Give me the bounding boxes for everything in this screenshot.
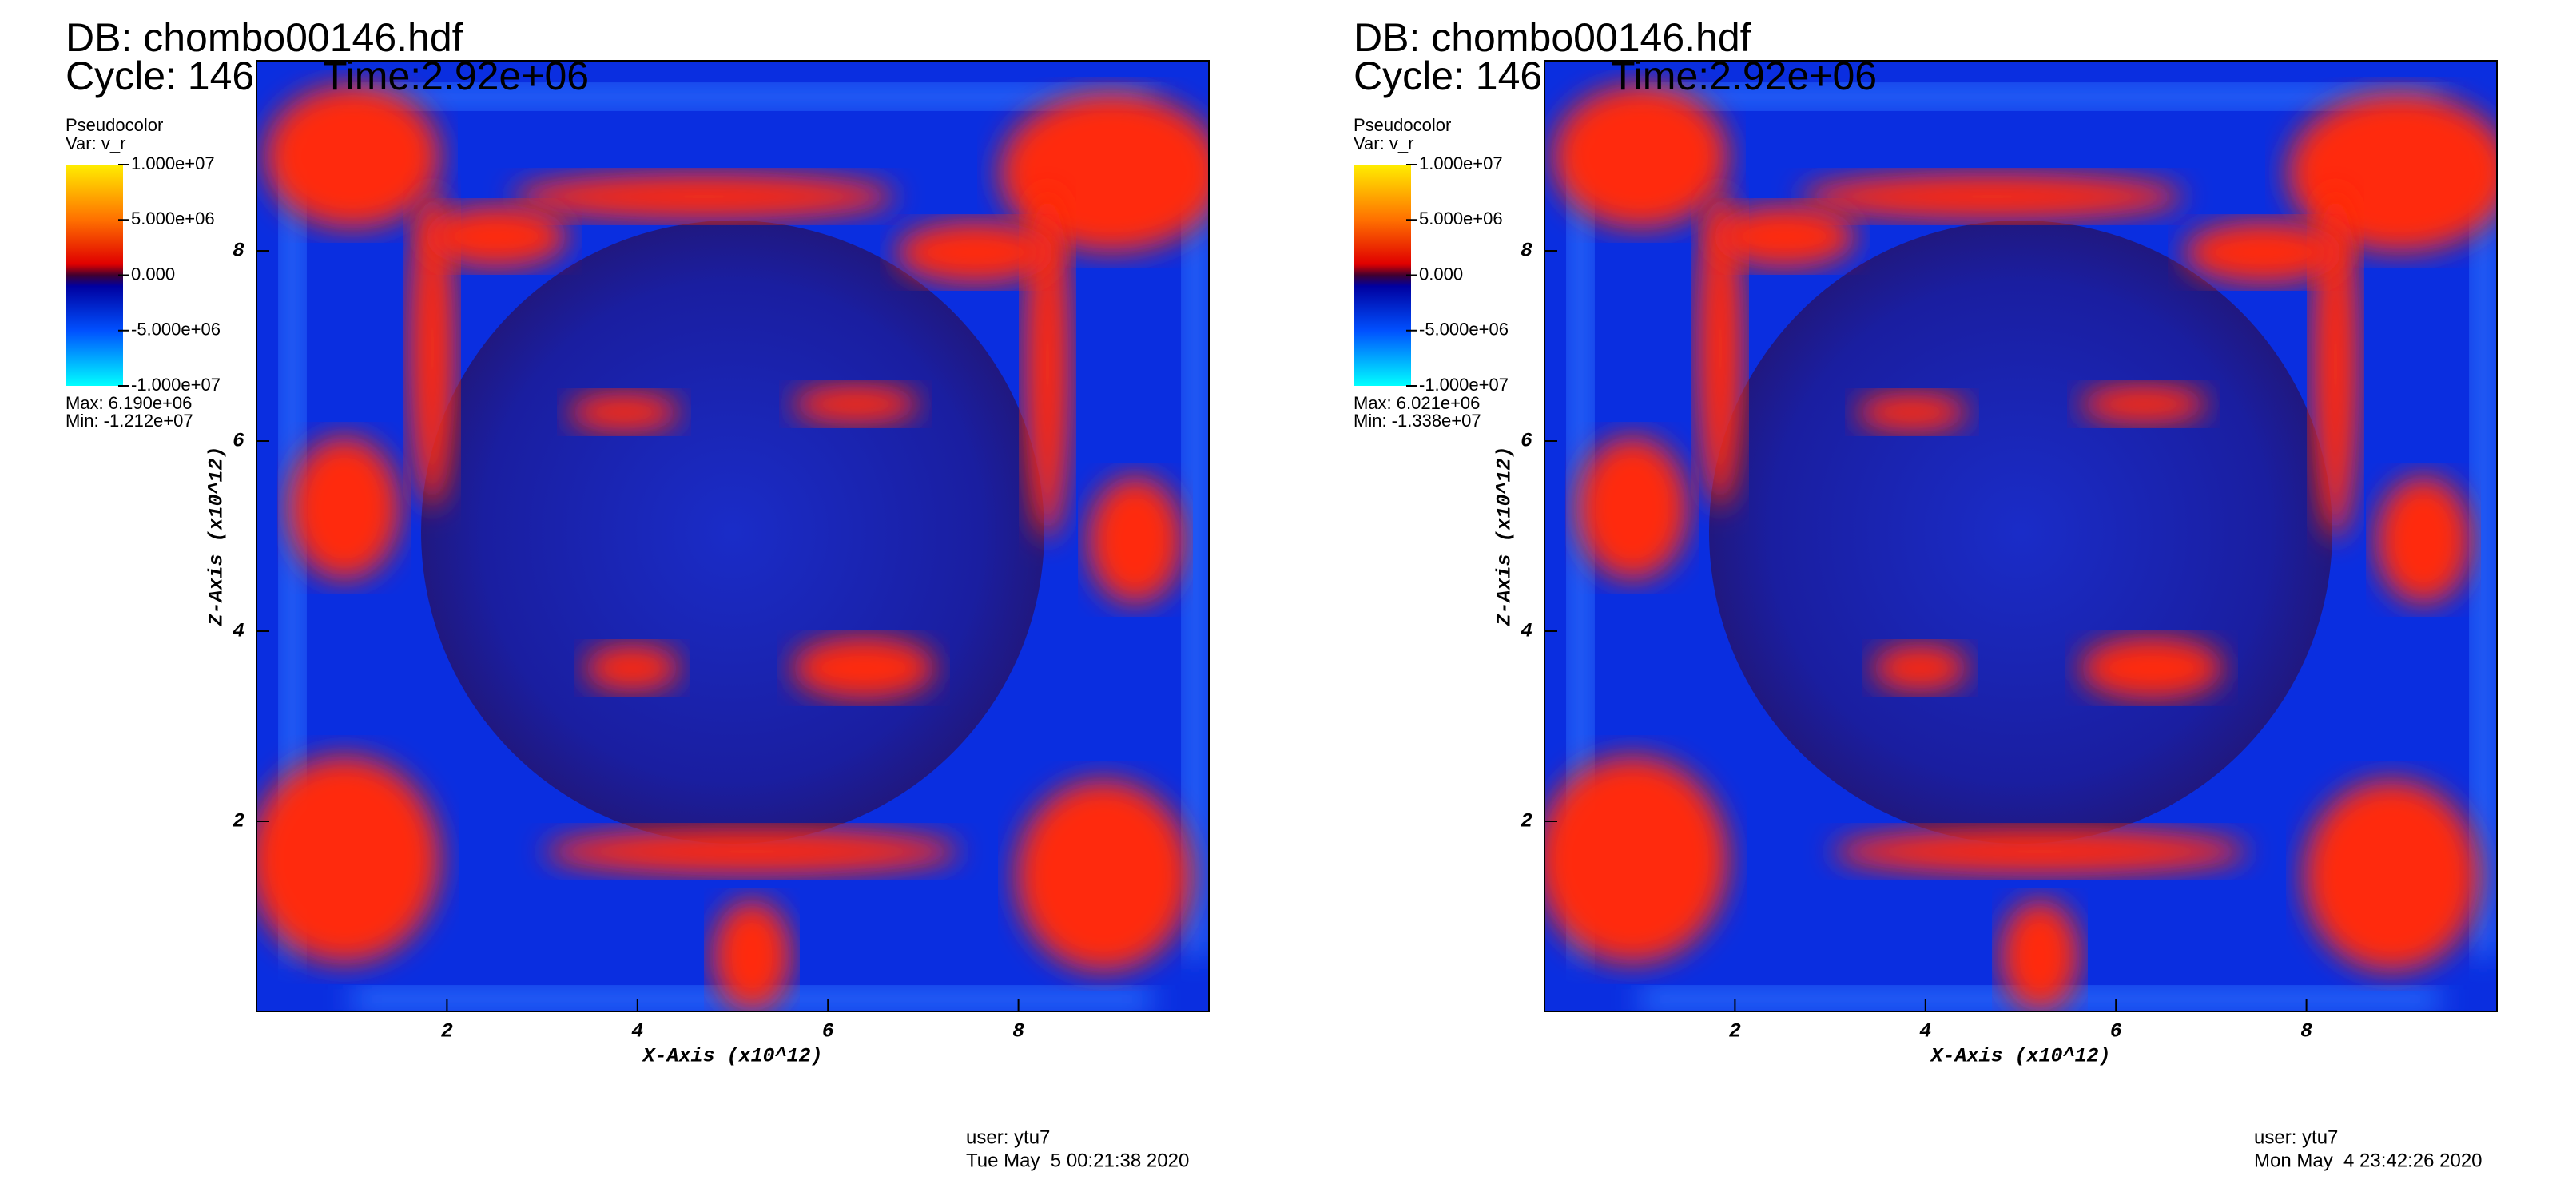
field-blob: [1087, 476, 1183, 604]
y-tick-label: 2: [233, 810, 244, 833]
field-band: [352, 85, 1151, 109]
colorbar-tick-label: 5.000e+06: [1419, 209, 1503, 228]
field-blob: [256, 756, 440, 964]
field-blob: [1544, 756, 1728, 964]
y-axis-label: Z-Axis (x10^12): [205, 446, 229, 626]
cycle: Cycle: 146: [66, 54, 254, 98]
x-tick-label: 2: [441, 1020, 453, 1043]
x-axis-label: X-Axis (x10^12): [1929, 1045, 2110, 1068]
field-blob: [792, 636, 936, 700]
field-blob: [264, 85, 440, 228]
field-blob: [2080, 384, 2208, 424]
field-band: [1183, 157, 1207, 956]
field: [1544, 85, 2497, 1011]
min: Min: -1.338e+07: [1354, 411, 1481, 431]
x-tick-label: 8: [1012, 1020, 1024, 1043]
x-tick-label: 6: [2110, 1020, 2122, 1043]
field-blob: [792, 384, 920, 424]
field-blob: [1016, 780, 1191, 972]
field-band: [2471, 157, 2495, 956]
colorbar: [66, 165, 123, 386]
plot-frame: [1544, 60, 2498, 1012]
y-tick-label: 6: [233, 430, 244, 453]
y-tick-label: 8: [233, 240, 244, 263]
colorbar-tick-label: -5.000e+06: [1419, 320, 1509, 340]
field-blob: [408, 189, 456, 508]
field-blob: [2184, 221, 2343, 284]
user: user: ytu7: [2254, 1126, 2338, 1148]
date: Tue May 5 00:21:38 2020: [966, 1150, 1189, 1171]
cycle: Cycle: 146: [1354, 54, 1542, 98]
field-blob: [1832, 828, 2248, 876]
disk: [421, 221, 1044, 844]
field-blob: [568, 392, 680, 432]
field-blob: [712, 900, 792, 1011]
variable: Var: v_r: [1354, 133, 1413, 153]
min: Min: -1.212e+07: [66, 411, 193, 431]
field-blob: [1712, 205, 1856, 268]
colorbar-tick-label: -1.000e+07: [1419, 375, 1509, 395]
plot: [1544, 61, 2497, 1011]
x-axis-label: X-Axis (x10^12): [641, 1045, 822, 1068]
field-blob: [1856, 392, 1968, 432]
field-band: [1640, 85, 2439, 109]
max: Max: 6.021e+06: [1354, 393, 1480, 413]
field-blob: [288, 436, 400, 580]
x-tick-label: 4: [1919, 1020, 1931, 1043]
field-blob: [424, 205, 568, 268]
disk: [1709, 221, 2332, 844]
colorbar-tick-label: 0.000: [1419, 264, 1463, 284]
y-tick-label: 2: [1521, 810, 1532, 833]
y-tick-label: 4: [1521, 620, 1532, 643]
user: user: ytu7: [966, 1126, 1050, 1148]
field-blob: [1552, 85, 1728, 228]
field-blob: [2312, 189, 2359, 540]
field-blob: [584, 644, 680, 692]
max: Max: 6.190e+06: [66, 393, 192, 413]
x-tick-label: 6: [822, 1020, 834, 1043]
plot-frame: [256, 60, 1210, 1012]
field: [256, 85, 1209, 1011]
field-blob: [1872, 644, 1968, 692]
colorbar-tick-label: -1.000e+07: [131, 375, 221, 395]
x-tick-label: 2: [1729, 1020, 1741, 1043]
field-blob: [1800, 173, 2184, 221]
field-blob: [512, 173, 896, 221]
variable: Var: v_r: [66, 133, 125, 153]
date: Mon May 4 23:42:26 2020: [2254, 1150, 2483, 1171]
field-blob: [1696, 189, 1744, 508]
db-title: DB: chombo00146.hdf: [66, 15, 463, 60]
field-blob: [544, 828, 960, 876]
field-blob: [1576, 436, 1688, 580]
field-blob: [896, 221, 1055, 284]
colorbar-tick-label: -5.000e+06: [131, 320, 221, 340]
plot: [256, 61, 1209, 1011]
x-tick-label: 4: [631, 1020, 643, 1043]
field-blob: [2375, 476, 2471, 604]
y-tick-label: 6: [1521, 430, 1532, 453]
field-blob: [2304, 780, 2479, 972]
colorbar-tick-label: 1.000e+07: [1419, 153, 1503, 173]
db-title: DB: chombo00146.hdf: [1354, 15, 1751, 60]
field-blob: [1024, 189, 1071, 540]
y-axis-label: Z-Axis (x10^12): [1493, 446, 1517, 626]
y-tick-label: 8: [1521, 240, 1532, 263]
colorbar-tick-label: 5.000e+06: [131, 209, 215, 228]
colorbar: [1354, 165, 1411, 386]
field-blob: [2000, 900, 2080, 1011]
colorbar-tick-label: 1.000e+07: [131, 153, 215, 173]
legend-title: Pseudocolor: [1354, 115, 1451, 135]
legend-title: Pseudocolor: [66, 115, 163, 135]
x-tick-label: 8: [2300, 1020, 2312, 1043]
colorbar-tick-label: 0.000: [131, 264, 175, 284]
y-tick-label: 4: [233, 620, 244, 643]
field-blob: [2080, 636, 2224, 700]
